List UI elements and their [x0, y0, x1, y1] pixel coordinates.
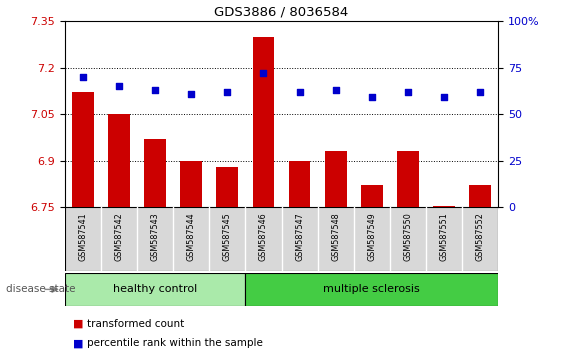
Bar	[434, 206, 455, 207]
Title: GDS3886 / 8036584: GDS3886 / 8036584	[215, 6, 348, 19]
Point	[187, 91, 196, 97]
Point	[476, 89, 485, 95]
Text: transformed count: transformed count	[87, 319, 185, 329]
Text: ■: ■	[73, 319, 84, 329]
Text: GSM587552: GSM587552	[476, 212, 485, 261]
Bar	[253, 37, 274, 207]
Bar	[470, 185, 491, 207]
Text: GSM587549: GSM587549	[367, 212, 376, 261]
Bar	[361, 185, 383, 207]
Text: disease state: disease state	[6, 284, 75, 295]
Bar	[245, 273, 498, 306]
Text: GSM587543: GSM587543	[150, 212, 159, 261]
Bar	[289, 161, 310, 207]
Point	[295, 89, 304, 95]
Point	[331, 87, 340, 93]
Text: GSM587550: GSM587550	[404, 212, 413, 261]
Text: GSM587541: GSM587541	[78, 212, 87, 261]
Bar	[108, 114, 129, 207]
Bar	[397, 152, 419, 207]
Point	[440, 95, 449, 100]
Text: GSM587551: GSM587551	[440, 212, 449, 261]
Bar	[325, 152, 347, 207]
Text: GSM587547: GSM587547	[295, 212, 304, 261]
Text: GSM587546: GSM587546	[259, 212, 268, 261]
Bar	[65, 273, 245, 306]
Point	[114, 84, 123, 89]
Bar	[72, 92, 93, 207]
Text: percentile rank within the sample: percentile rank within the sample	[87, 338, 263, 348]
Point	[150, 87, 159, 93]
Point	[404, 89, 413, 95]
Text: GSM587544: GSM587544	[187, 212, 196, 261]
Text: GSM587548: GSM587548	[331, 212, 340, 261]
Text: ■: ■	[73, 338, 84, 348]
Point	[259, 70, 268, 76]
Point	[78, 74, 87, 80]
Text: multiple sclerosis: multiple sclerosis	[323, 284, 420, 295]
Bar	[144, 139, 166, 207]
Point	[367, 95, 376, 100]
Point	[223, 89, 232, 95]
Text: healthy control: healthy control	[113, 284, 197, 295]
Text: GSM587542: GSM587542	[114, 212, 123, 261]
Bar	[216, 167, 238, 207]
Text: GSM587545: GSM587545	[223, 212, 232, 261]
Bar	[180, 161, 202, 207]
